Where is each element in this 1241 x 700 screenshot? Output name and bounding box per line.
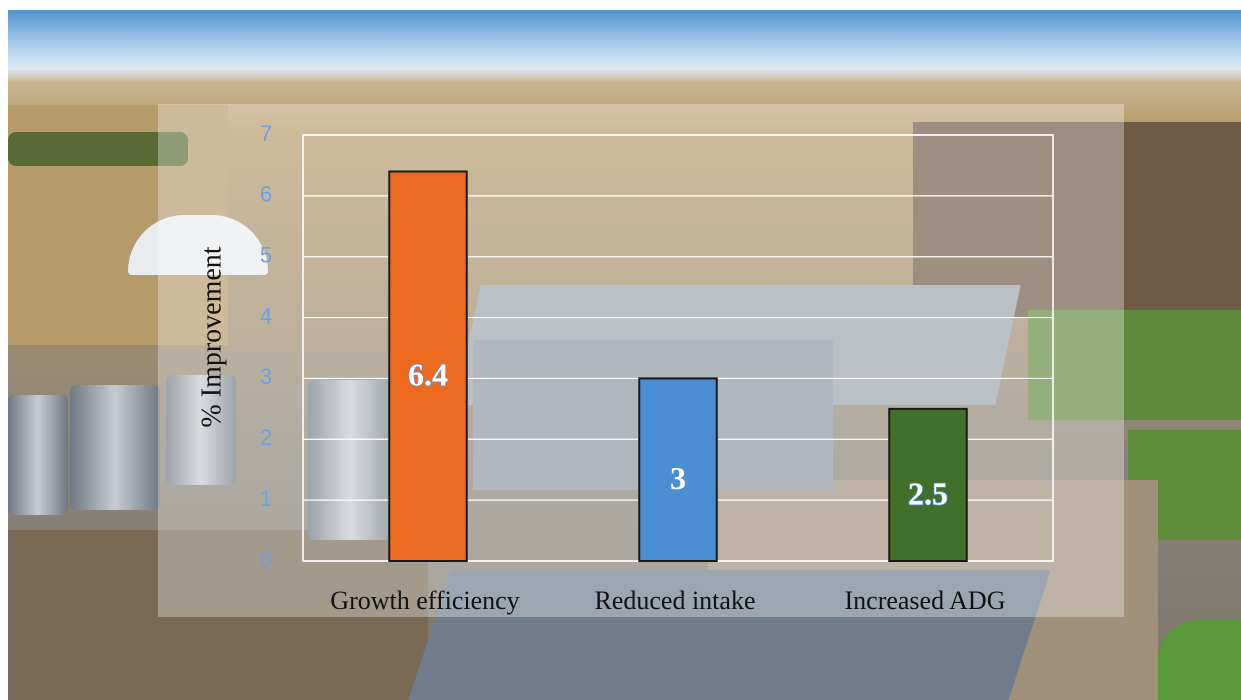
data-label: 2.5 (908, 475, 948, 511)
photo-grass-right (1028, 310, 1241, 420)
background-photo (8, 10, 1241, 700)
bar (388, 170, 468, 562)
x-category-label: Increased ADG (845, 586, 1006, 615)
y-tick-label: 1 (260, 486, 272, 511)
y-tick-label: 6 (260, 182, 272, 207)
photo-silo (8, 395, 68, 515)
y-tick-label: 5 (260, 243, 272, 268)
data-label: 3 (670, 460, 686, 496)
data-label: 6.4 (408, 357, 448, 393)
photo-silo (166, 375, 236, 485)
photo-cattle-pens (913, 122, 1241, 317)
photo-grass-corner (1158, 620, 1241, 700)
y-tick-label: 2 (260, 425, 272, 450)
photo-silo (70, 385, 160, 510)
y-tick-label: 4 (260, 303, 272, 328)
x-category-label: Growth efficiency (330, 586, 519, 615)
y-axis-ticks: 0 1 2 3 4 5 6 7 (260, 121, 272, 572)
bar (638, 377, 718, 562)
y-tick-label: 7 (260, 121, 272, 146)
x-category-label: Reduced intake (595, 586, 756, 615)
bars (388, 170, 968, 562)
photo-tree-line (8, 132, 188, 166)
y-axis-title: % Improvement (196, 246, 227, 427)
photo-grain-pile (128, 215, 268, 275)
x-axis-categories: Growth efficiency Reduced intake Increased… (330, 586, 1005, 615)
y-tick-label: 3 (260, 364, 272, 389)
bar (888, 407, 968, 562)
photo-ground-left (8, 530, 428, 700)
y-tick-label: 0 (260, 547, 272, 572)
photo-silo (308, 380, 393, 540)
data-labels: 6.4 3 2.5 (407, 356, 948, 512)
